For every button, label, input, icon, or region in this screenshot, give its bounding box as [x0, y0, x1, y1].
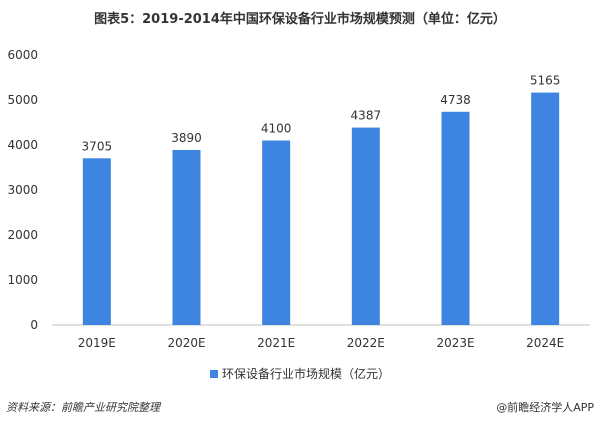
- bar-2022E: [351, 127, 380, 326]
- data-label: 5165: [530, 74, 561, 88]
- credit: @前瞻经济学人APP: [496, 401, 594, 414]
- y-tick-label: 6000: [7, 48, 38, 62]
- source-note: 资料来源：前瞻产业研究院整理: [6, 401, 160, 414]
- data-label: 3890: [171, 131, 202, 145]
- x-tick-label: 2023E: [436, 336, 474, 350]
- bar-2021E: [262, 140, 291, 325]
- data-label: 4100: [261, 122, 292, 136]
- y-tick-label: 1000: [7, 273, 38, 287]
- data-label: 4738: [440, 93, 471, 107]
- x-tick-label: 2022E: [347, 336, 385, 350]
- bar-2024E: [531, 92, 560, 325]
- legend: 环保设备行业市场规模（亿元）: [0, 365, 600, 382]
- bar-2023E: [441, 111, 470, 325]
- x-tick-label: 2020E: [167, 336, 205, 350]
- bar-2020E: [172, 149, 201, 325]
- data-label: 4387: [351, 109, 382, 123]
- bar-2019E: [82, 158, 111, 325]
- data-label: 3705: [82, 139, 113, 153]
- bar-chart: 0 1000 2000 3000 4000 5000 6000 3705 2019E 3890 20…: [7, 48, 590, 350]
- y-tick-label: 3000: [7, 183, 38, 197]
- legend-label: 环保设备行业市场规模（亿元）: [221, 367, 390, 381]
- y-tick-label: 2000: [7, 228, 38, 242]
- x-tick-label: 2024E: [526, 336, 564, 350]
- y-tick-label: 0: [30, 318, 38, 332]
- chart-title: 图表5：2019-2014年中国环保设备行业市场规模预测（单位：亿元）: [94, 12, 506, 27]
- y-tick-label: 5000: [7, 93, 38, 107]
- y-tick-label: 4000: [7, 138, 38, 152]
- x-tick-label: 2021E: [257, 336, 295, 350]
- legend-swatch: [209, 370, 218, 378]
- x-tick-label: 2019E: [78, 336, 116, 350]
